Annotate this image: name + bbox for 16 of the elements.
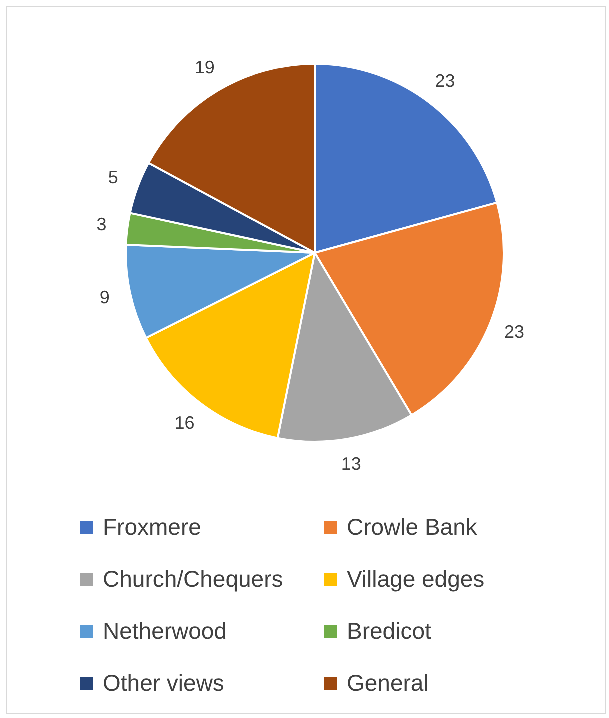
data-label: 9 [100,287,110,308]
data-label: 16 [174,413,195,433]
legend-label: Bredicot [347,618,432,644]
legend-label: Crowle Bank [347,514,478,540]
legend-label: Village edges [347,566,485,592]
data-label: 19 [194,57,215,78]
legend-label: Other views [103,670,224,696]
data-label: 3 [96,214,107,235]
data-label: 23 [504,322,525,342]
legend-label: Froxmere [103,514,202,540]
data-label: 13 [341,454,362,474]
data-label: 5 [108,167,118,188]
legend-label: Netherwood [103,618,228,644]
legend-label: Church/Chequers [103,566,284,592]
legend-label: General [347,670,429,696]
data-label: 23 [435,70,456,91]
